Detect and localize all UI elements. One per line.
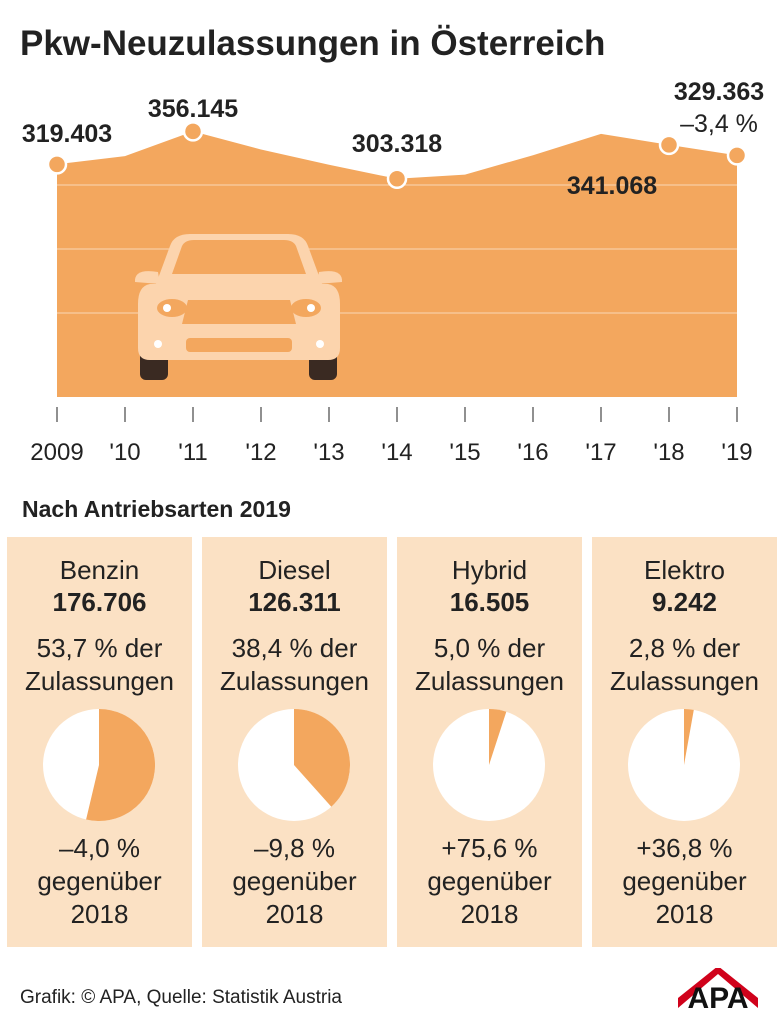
car-lower-intake bbox=[186, 338, 292, 352]
x-tick-label: '15 bbox=[449, 439, 480, 466]
axis-layer: 2009 '10 '11 '12 '13 '14 '15 '16 '17 '18 '19 bbox=[30, 407, 753, 466]
car-grille bbox=[182, 300, 296, 324]
change-line-3: 2018 bbox=[655, 899, 714, 929]
card-change: –9,8 % gegenüber 2018 bbox=[202, 832, 387, 931]
pie-slice-hybrid bbox=[489, 709, 507, 765]
pie-elektro bbox=[628, 709, 740, 821]
x-tick-label: '16 bbox=[517, 439, 548, 466]
card-change: +75,6 % gegenüber 2018 bbox=[397, 832, 582, 931]
data-point-marker bbox=[46, 154, 68, 175]
change-line-2: gegenüber bbox=[37, 866, 162, 896]
pie-slice-diesel bbox=[294, 709, 350, 807]
source-credit: Grafik: © APA, Quelle: Statistik Austria bbox=[20, 987, 342, 1008]
change-line-3: 2018 bbox=[460, 899, 519, 929]
car-illustration bbox=[134, 234, 343, 380]
apa-logo: APA bbox=[678, 968, 758, 1010]
x-tick-label: '11 bbox=[178, 439, 208, 466]
value-label-2011: 356.145 bbox=[148, 95, 238, 123]
x-tick-label: '10 bbox=[109, 439, 140, 466]
data-point-marker bbox=[182, 121, 204, 142]
share-line-1: 53,7 % der bbox=[36, 633, 163, 663]
share-line-2: Zulassungen bbox=[25, 666, 174, 696]
change-line-2: gegenüber bbox=[622, 866, 747, 896]
change-line-1: +75,6 % bbox=[441, 833, 538, 863]
change-label-2019: –3,4 % bbox=[680, 110, 758, 138]
value-label-2018: 341.068 bbox=[567, 172, 657, 200]
x-tick-label: '18 bbox=[653, 439, 684, 466]
pie-benzin bbox=[43, 709, 155, 821]
change-line-1: +36,8 % bbox=[636, 833, 733, 863]
card-share: 38,4 % der Zulassungen bbox=[202, 632, 387, 698]
value-label-2019: 329.363 bbox=[674, 78, 764, 106]
data-point-marker bbox=[658, 134, 680, 156]
card-value: 9.242 bbox=[651, 587, 718, 617]
card-value: 126.311 bbox=[248, 587, 341, 617]
points-layer bbox=[46, 121, 748, 190]
pie-slice-benzin bbox=[86, 709, 155, 821]
card-elektro: Elektro 9.242 2,8 % der Zulassungen +36,… bbox=[592, 537, 777, 947]
card-name: Elektro bbox=[644, 555, 725, 585]
value-label-2014: 303.318 bbox=[352, 130, 442, 158]
x-tick-label: 2009 bbox=[30, 439, 83, 466]
change-line-3: 2018 bbox=[70, 899, 129, 929]
data-point-marker bbox=[726, 145, 748, 166]
card-benzin: Benzin 176.706 53,7 % der Zulassungen –4… bbox=[7, 537, 192, 947]
card-name: Hybrid bbox=[451, 555, 528, 585]
x-tick-label: '17 bbox=[585, 439, 616, 466]
data-point-marker bbox=[386, 168, 408, 190]
change-line-1: –4,0 % bbox=[59, 833, 140, 863]
change-line-2: gegenüber bbox=[427, 866, 552, 896]
car-mirror-left bbox=[134, 271, 160, 284]
share-line-1: 38,4 % der bbox=[231, 633, 358, 663]
car-headlight-right bbox=[291, 299, 321, 317]
x-tick-label: '19 bbox=[721, 439, 752, 466]
apa-logo-chevron bbox=[678, 968, 758, 1008]
value-label-2009: 319.403 bbox=[22, 120, 112, 148]
car-headlight-left-lamp bbox=[163, 304, 171, 312]
x-tick-label: '12 bbox=[245, 439, 276, 466]
car-mirror-right bbox=[317, 271, 343, 284]
card-share: 5,0 % der Zulassungen bbox=[397, 632, 582, 698]
x-tick-label: '14 bbox=[381, 439, 412, 466]
pie-diesel bbox=[238, 709, 350, 821]
card-hybrid: Hybrid 16.505 5,0 % der Zulassungen +75,… bbox=[397, 537, 582, 947]
card-diesel: Diesel 126.311 38,4 % der Zulassungen –9… bbox=[202, 537, 387, 947]
apa-logo-text: APA bbox=[687, 982, 748, 1010]
share-line-2: Zulassungen bbox=[220, 666, 369, 696]
area-chart: 2009 '10 '11 '12 '13 '14 '15 '16 '17 '18 '19 319.4… bbox=[22, 78, 764, 466]
car-windshield bbox=[172, 240, 306, 274]
change-line-3: 2018 bbox=[265, 899, 324, 929]
section-title: Nach Antriebsarten 2019 bbox=[22, 496, 291, 522]
card-name: Benzin bbox=[59, 555, 140, 585]
change-line-1: –9,8 % bbox=[254, 833, 335, 863]
car-foglight-right bbox=[316, 340, 324, 348]
share-line-2: Zulassungen bbox=[415, 666, 564, 696]
pie-slice-elektro bbox=[684, 709, 694, 765]
x-tick-label: '13 bbox=[313, 439, 344, 466]
card-share: 2,8 % der Zulassungen bbox=[592, 632, 777, 698]
pie-hybrid bbox=[433, 709, 545, 821]
share-line-1: 2,8 % der bbox=[628, 633, 741, 663]
share-line-2: Zulassungen bbox=[610, 666, 759, 696]
chart-title: Pkw-Neuzulassungen in Österreich bbox=[20, 24, 606, 63]
share-line-1: 5,0 % der bbox=[433, 633, 546, 663]
card-share: 53,7 % der Zulassungen bbox=[7, 632, 192, 698]
card-name: Diesel bbox=[258, 555, 331, 585]
car-foglight-left bbox=[154, 340, 162, 348]
card-change: +36,8 % gegenüber 2018 bbox=[592, 832, 777, 931]
card-value: 16.505 bbox=[449, 587, 530, 617]
car-headlight-right-lamp bbox=[307, 304, 315, 312]
car-headlight-left bbox=[157, 299, 187, 317]
change-line-2: gegenüber bbox=[232, 866, 357, 896]
card-value: 176.706 bbox=[52, 587, 147, 617]
card-change: –4,0 % gegenüber 2018 bbox=[7, 832, 192, 931]
